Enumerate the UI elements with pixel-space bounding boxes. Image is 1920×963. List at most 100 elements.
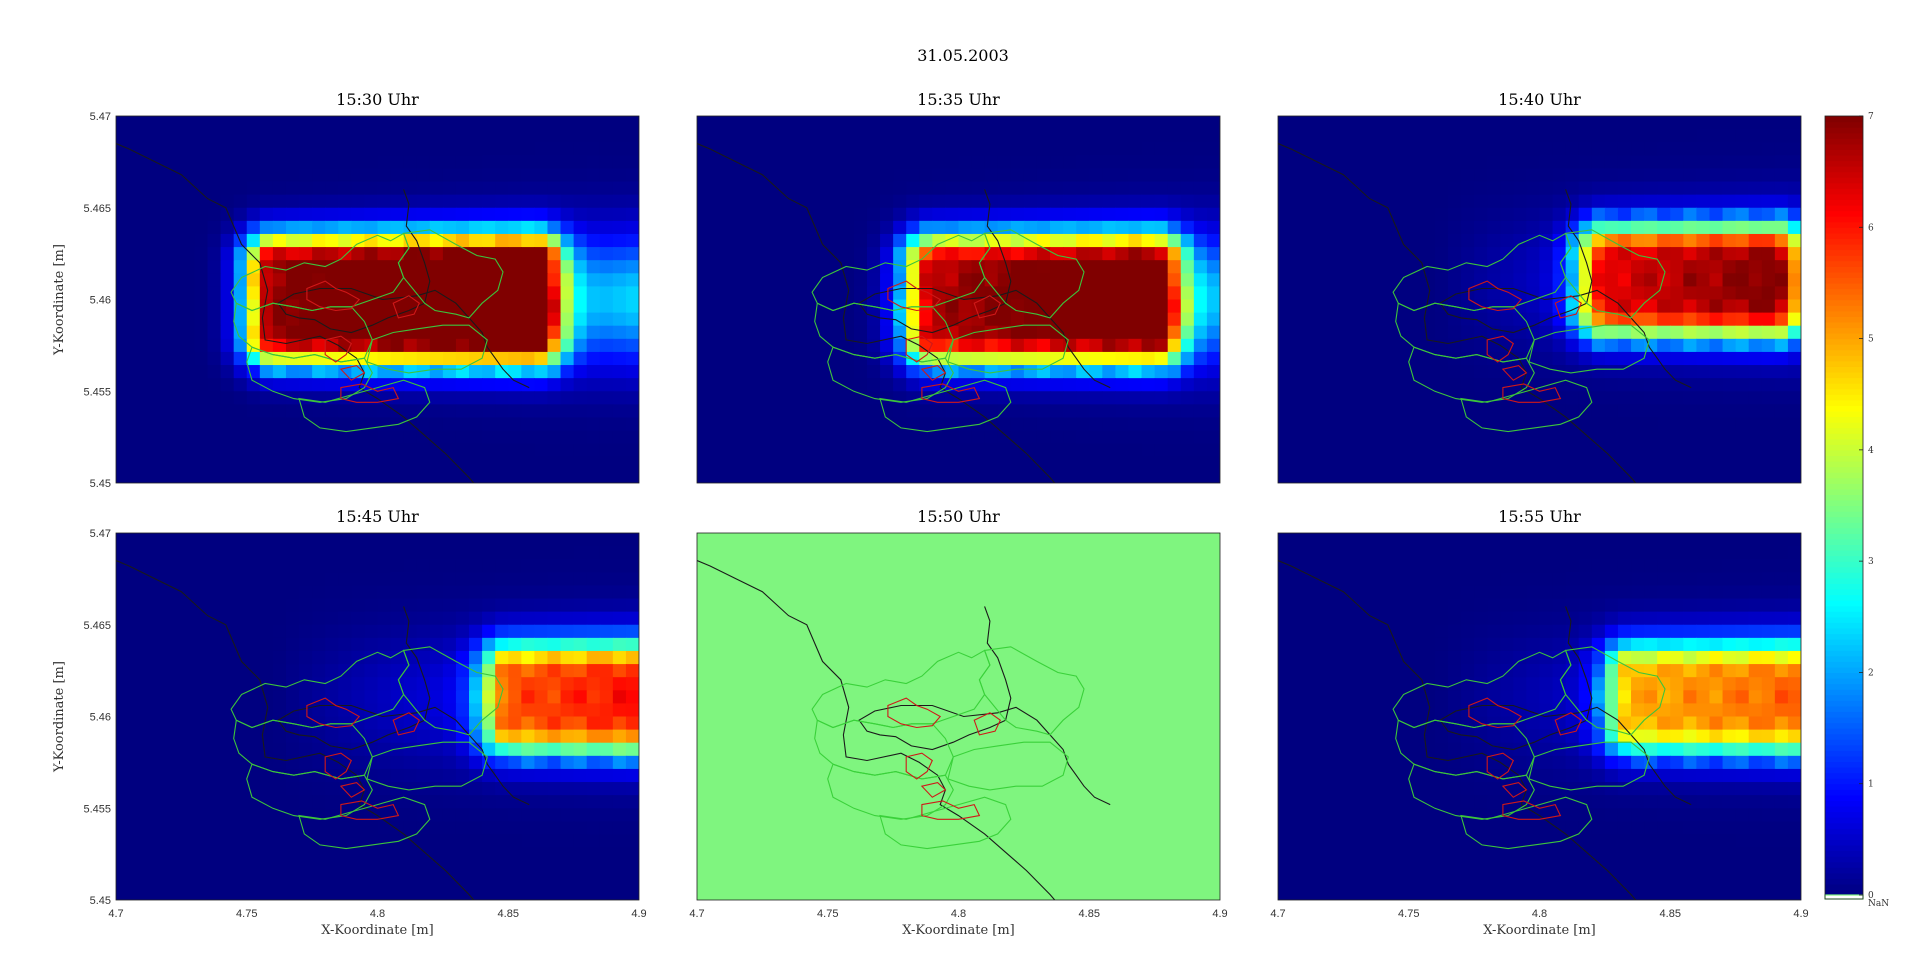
heat-cell	[1278, 299, 1292, 314]
heat-cell	[1748, 430, 1763, 445]
heat-cell	[749, 404, 763, 419]
heat-cell	[573, 742, 588, 757]
heat-cell	[1748, 585, 1763, 600]
heat-cell	[403, 677, 418, 691]
heat-cell	[1304, 378, 1318, 392]
heat-cell	[272, 378, 287, 392]
heat-cell	[586, 325, 601, 340]
heat-cell	[788, 273, 803, 287]
heat-cell	[932, 404, 947, 419]
heat-cell	[1774, 312, 1789, 327]
heat-cell	[1591, 637, 1606, 652]
heat-cell	[1578, 650, 1593, 665]
heat-cell	[534, 430, 549, 445]
heat-cell	[482, 417, 496, 432]
heat-cell	[801, 351, 816, 366]
heat-cell	[364, 690, 379, 704]
heat-cell	[272, 260, 287, 274]
heat-cell	[1761, 286, 1776, 301]
heat-cell	[599, 546, 614, 560]
heat-cell	[880, 443, 894, 458]
heat-cell	[495, 181, 509, 196]
heat-cell	[1023, 430, 1038, 445]
heat-cell	[469, 860, 483, 875]
heat-cell	[1696, 181, 1711, 196]
heat-cell	[1748, 260, 1763, 274]
heat-cell	[1787, 194, 1801, 209]
heat-cell	[866, 168, 881, 183]
heat-cell	[853, 404, 868, 419]
heat-cell	[233, 404, 248, 419]
heat-cell	[194, 782, 209, 796]
heat-cell	[129, 417, 143, 432]
heat-cell	[377, 260, 392, 274]
heat-cell	[1526, 456, 1541, 471]
heat-cell	[1167, 273, 1182, 287]
heat-cell	[625, 273, 639, 287]
heat-cell	[116, 664, 130, 678]
heat-cell	[1141, 286, 1156, 301]
heat-cell	[971, 142, 986, 156]
heat-cell	[625, 116, 639, 130]
heat-cell	[1578, 533, 1593, 547]
heat-cell	[338, 325, 352, 340]
heat-cell	[325, 873, 339, 888]
heat-cell	[1644, 637, 1658, 652]
heat-cell	[1154, 233, 1169, 248]
heat-cell	[285, 598, 300, 613]
heat-cell	[1434, 637, 1449, 652]
heat-cell	[455, 664, 470, 678]
heat-cell	[1356, 546, 1371, 560]
heat-cell	[1115, 286, 1130, 301]
heat-cell	[1552, 650, 1567, 665]
heat-cell	[1343, 611, 1358, 626]
heat-cell	[207, 417, 222, 432]
heat-cell	[482, 443, 496, 458]
heat-cell	[1395, 286, 1410, 301]
heat-cell	[455, 834, 470, 849]
heat-cell	[586, 469, 601, 483]
heat-cell	[1539, 611, 1554, 626]
heat-cell	[142, 469, 156, 483]
heat-cell	[1023, 469, 1038, 483]
heat-cell	[312, 546, 326, 560]
heat-cell	[1696, 365, 1711, 379]
heat-cell	[971, 325, 986, 340]
heat-cell	[469, 782, 483, 796]
heat-cell	[932, 430, 947, 445]
heat-cell	[1447, 572, 1462, 587]
heat-cell	[364, 247, 379, 261]
heat-cell	[547, 194, 562, 209]
heat-cell	[1395, 443, 1410, 458]
heat-cell	[1461, 142, 1475, 156]
heat-cell	[827, 247, 842, 261]
heat-cell	[116, 260, 130, 274]
heat-cell	[586, 260, 601, 274]
heat-cell	[1180, 260, 1195, 274]
heat-cell	[416, 742, 431, 757]
heat-cell	[958, 443, 973, 458]
heat-cell	[534, 338, 549, 353]
heat-cell	[586, 598, 601, 613]
heat-cell	[194, 378, 209, 392]
heat-cell	[220, 325, 235, 340]
heat-cell	[906, 378, 920, 392]
heat-cell	[364, 116, 379, 130]
heat-cell	[736, 116, 750, 130]
heat-cell	[1617, 598, 1632, 613]
heat-cell	[697, 338, 711, 353]
heat-cell	[325, 194, 339, 209]
heat-cell	[1023, 299, 1038, 314]
heat-cell	[351, 260, 366, 274]
heat-cell	[1696, 559, 1711, 573]
heat-cell	[866, 194, 881, 209]
heat-cell	[155, 611, 169, 626]
plot-area	[1278, 116, 1801, 483]
heat-cell	[599, 598, 614, 613]
heat-cell	[377, 860, 392, 875]
heat-cell	[1421, 430, 1436, 445]
heat-cell	[1167, 312, 1182, 327]
heat-cell	[560, 404, 575, 419]
heat-cell	[1330, 378, 1344, 392]
heat-cell	[1683, 168, 1697, 183]
